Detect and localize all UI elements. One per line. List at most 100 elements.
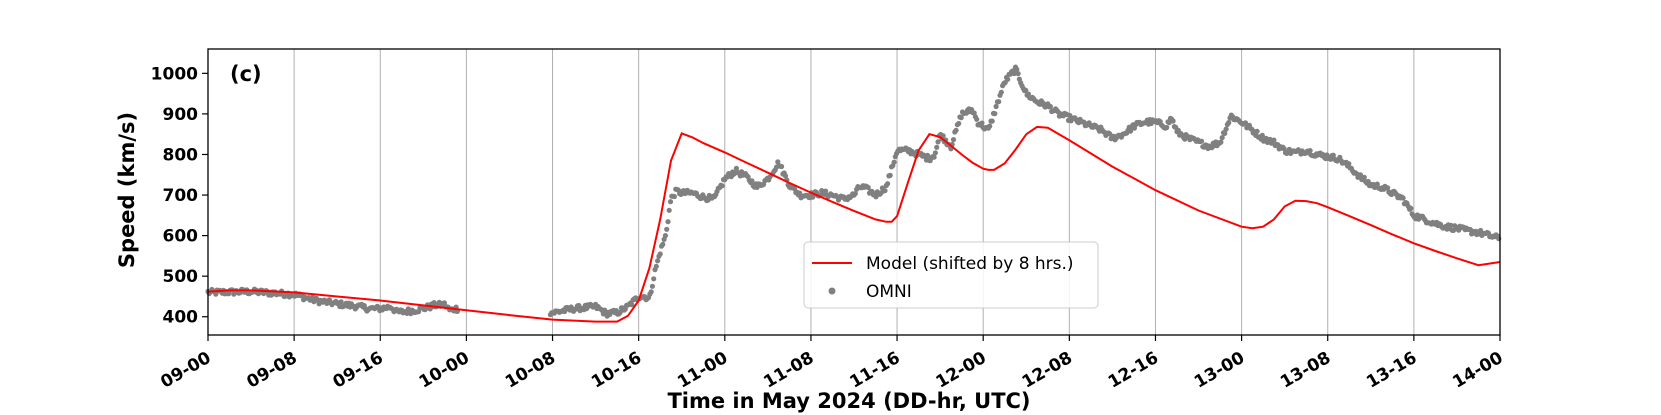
- omni-point: [651, 276, 657, 282]
- omni-point: [1254, 128, 1260, 134]
- omni-point: [1330, 152, 1336, 158]
- omni-point: [1223, 126, 1229, 132]
- omni-point: [1023, 87, 1029, 93]
- x-tick-label: 11-16: [846, 348, 903, 393]
- omni-point: [655, 258, 661, 264]
- omni-point: [1400, 195, 1406, 201]
- omni-point: [1014, 66, 1020, 72]
- legend-omni-swatch: [828, 287, 836, 295]
- omni-point: [1357, 172, 1364, 178]
- omni-point: [989, 118, 995, 124]
- omni-point: [782, 173, 789, 179]
- omni-point: [338, 299, 344, 305]
- y-axis-label: Speed (km/s): [115, 112, 139, 268]
- omni-point: [733, 165, 740, 171]
- omni-point: [1005, 76, 1011, 82]
- omni-point: [653, 263, 659, 269]
- model-series-line: [207, 125, 1501, 323]
- omni-point: [617, 309, 623, 316]
- omni-point: [934, 144, 940, 150]
- x-tick-label: 12-16: [1105, 348, 1162, 393]
- omni-point: [1259, 132, 1265, 138]
- x-tick-label: 09-16: [330, 348, 387, 393]
- omni-point: [779, 163, 785, 170]
- omni-point: [852, 191, 858, 197]
- y-tick-label: 500: [163, 267, 199, 287]
- x-tick-label: 11-00: [674, 348, 731, 393]
- x-tick-label: 13-08: [1277, 348, 1334, 393]
- omni-point: [1346, 161, 1352, 167]
- x-tick-label: 10-08: [502, 348, 559, 393]
- omni-point: [1170, 118, 1176, 124]
- omni-point: [887, 172, 893, 178]
- x-axis-ticks: 09-00 09-08 09-16 10-00 10-08 10-16 11-00 11-08…: [157, 335, 1507, 393]
- omni-point: [1385, 185, 1391, 191]
- omni-point: [719, 183, 725, 189]
- omni-point: [932, 150, 939, 156]
- omni-point: [667, 199, 674, 205]
- legend-omni-label: OMNI: [866, 282, 912, 302]
- omni-point: [649, 283, 656, 289]
- y-tick-label: 400: [163, 308, 199, 328]
- omni-point: [1047, 103, 1053, 110]
- omni-point: [1198, 138, 1205, 144]
- omni-point: [992, 111, 998, 117]
- x-tick-label: 11-08: [760, 348, 817, 393]
- omni-point: [1271, 137, 1277, 143]
- omni-point: [441, 300, 447, 306]
- omni-point: [657, 251, 663, 257]
- omni-point: [956, 120, 962, 127]
- omni-point: [891, 159, 897, 165]
- omni-point: [1222, 130, 1228, 136]
- omni-point: [950, 137, 957, 143]
- omni-point: [1226, 120, 1232, 126]
- omni-point: [987, 123, 993, 129]
- omni-point: [823, 188, 829, 194]
- x-tick-label: 13-16: [1363, 348, 1420, 393]
- plot-area-frame: [207, 48, 1501, 336]
- omni-point: [629, 302, 635, 308]
- omni-point: [1281, 146, 1287, 152]
- x-tick-label: 09-00: [157, 348, 214, 393]
- omni-point: [749, 178, 755, 184]
- omni-point: [1219, 135, 1225, 141]
- omni-point: [979, 120, 985, 126]
- omni-point: [931, 154, 937, 160]
- y-tick-label: 800: [163, 145, 199, 165]
- omni-point: [666, 207, 672, 213]
- omni-point: [1408, 205, 1414, 211]
- x-tick-label: 10-16: [588, 348, 645, 393]
- omni-point: [416, 309, 422, 315]
- omni-point: [935, 139, 941, 145]
- omni-point: [660, 241, 666, 247]
- y-tick-label: 900: [163, 105, 199, 125]
- omni-point: [1011, 70, 1017, 77]
- omni-point: [865, 184, 871, 191]
- legend: Model (shifted by 8 hrs.) OMNI: [803, 241, 1099, 309]
- x-tick-label: 12-00: [933, 348, 990, 393]
- vertical-grid-lines: [207, 49, 1501, 335]
- omni-point: [1361, 174, 1367, 180]
- omni-point: [648, 289, 654, 295]
- x-tick-label: 12-08: [1019, 348, 1076, 393]
- x-axis-label: Time in May 2024 (DD-hr, UTC): [667, 389, 1030, 413]
- x-tick-label: 10-00: [416, 348, 473, 393]
- omni-point: [953, 127, 959, 133]
- omni-point: [958, 115, 964, 121]
- omni-point: [885, 181, 891, 187]
- legend-model-label: Model (shifted by 8 hrs.): [866, 254, 1074, 274]
- panel-label: (c): [230, 62, 262, 86]
- y-tick-label: 1000: [151, 64, 198, 84]
- omni-point: [882, 188, 888, 194]
- x-tick-label: 13-00: [1191, 348, 1248, 393]
- omni-point: [996, 99, 1002, 105]
- omni-point: [998, 89, 1004, 95]
- omni-scatter-points: [205, 64, 1502, 319]
- y-tick-label: 600: [163, 227, 199, 247]
- omni-point: [662, 233, 669, 239]
- omni-point: [1374, 181, 1380, 187]
- y-tick-label: 700: [163, 186, 199, 206]
- x-tick-label: 09-08: [244, 348, 301, 393]
- omni-point: [671, 193, 678, 200]
